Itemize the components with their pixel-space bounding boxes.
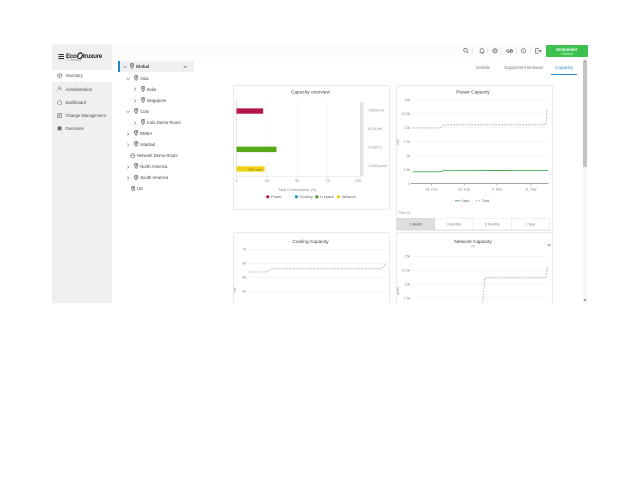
svg-text:75: 75 (325, 179, 329, 183)
svg-text:1 Year: 1 Year (525, 223, 536, 227)
svg-text:50: 50 (295, 179, 299, 183)
svg-text:Cooling Capacity: Cooling Capacity (292, 239, 329, 245)
svg-text:6 Months: 6 Months (485, 223, 500, 227)
svg-text:Power: Power (271, 195, 282, 199)
svg-text:12.5k: 12.5k (402, 112, 411, 116)
svg-text:Total Consumption (%): Total Consumption (%) (278, 188, 317, 192)
svg-text:0: 0 (236, 179, 238, 183)
svg-text:?: ? (522, 49, 524, 53)
svg-text:2.5k: 2.5k (404, 168, 411, 172)
svg-text:6128 kW: 6128 kW (368, 127, 383, 131)
svg-text:7.5k: 7.5k (404, 296, 411, 300)
svg-text:Network Capacity: Network Capacity (454, 239, 492, 245)
svg-text:GB: GB (506, 49, 514, 54)
svg-text:1 Month: 1 Month (409, 223, 422, 227)
svg-text:U space: U space (320, 195, 334, 199)
svg-text:11. Mar: 11. Mar (525, 188, 538, 192)
svg-text:Power Capacity: Power Capacity (456, 89, 490, 95)
svg-text:18. Feb: 18. Feb (425, 188, 437, 192)
svg-text:4. Mar: 4. Mar (492, 188, 503, 192)
svg-text:5k: 5k (407, 154, 411, 158)
svg-text:Total: Total (482, 199, 490, 203)
svg-text:kW: kW (233, 287, 237, 293)
svg-text:Capacity overview: Capacity overview (291, 89, 330, 95)
svg-text:Network: Network (342, 195, 356, 199)
svg-text:Used: Used (461, 199, 469, 203)
svg-text:13808 kW: 13808 kW (368, 108, 385, 112)
svg-text:5k: 5k (243, 276, 247, 280)
svg-text:10k: 10k (405, 282, 411, 286)
svg-text:15k: 15k (405, 98, 411, 102)
svg-text:0: 0 (408, 182, 410, 186)
svg-text:2619 ports: 2619 ports (248, 168, 263, 172)
svg-text:15k: 15k (405, 255, 411, 259)
svg-text:26. Feb: 26. Feb (458, 188, 470, 192)
svg-text:6k: 6k (243, 262, 247, 266)
svg-text:Cooling: Cooling (300, 195, 313, 199)
svg-text:3 Months: 3 Months (447, 223, 462, 227)
svg-text:All: All (471, 244, 475, 248)
svg-text:7.5k: 7.5k (404, 140, 411, 144)
svg-text:4k: 4k (243, 290, 247, 294)
svg-text:51965 U: 51965 U (368, 146, 382, 150)
svg-text:kW: kW (396, 139, 400, 145)
svg-text:100: 100 (355, 179, 361, 183)
svg-text:ports: ports (396, 287, 400, 295)
svg-text:12.5k: 12.5k (402, 269, 411, 273)
svg-text:13308 ports: 13308 ports (368, 164, 387, 168)
svg-text:25: 25 (265, 179, 269, 183)
svg-text:7k: 7k (243, 248, 247, 252)
svg-text:Filter by: Filter by (399, 211, 411, 215)
svg-text:10k: 10k (405, 126, 411, 130)
